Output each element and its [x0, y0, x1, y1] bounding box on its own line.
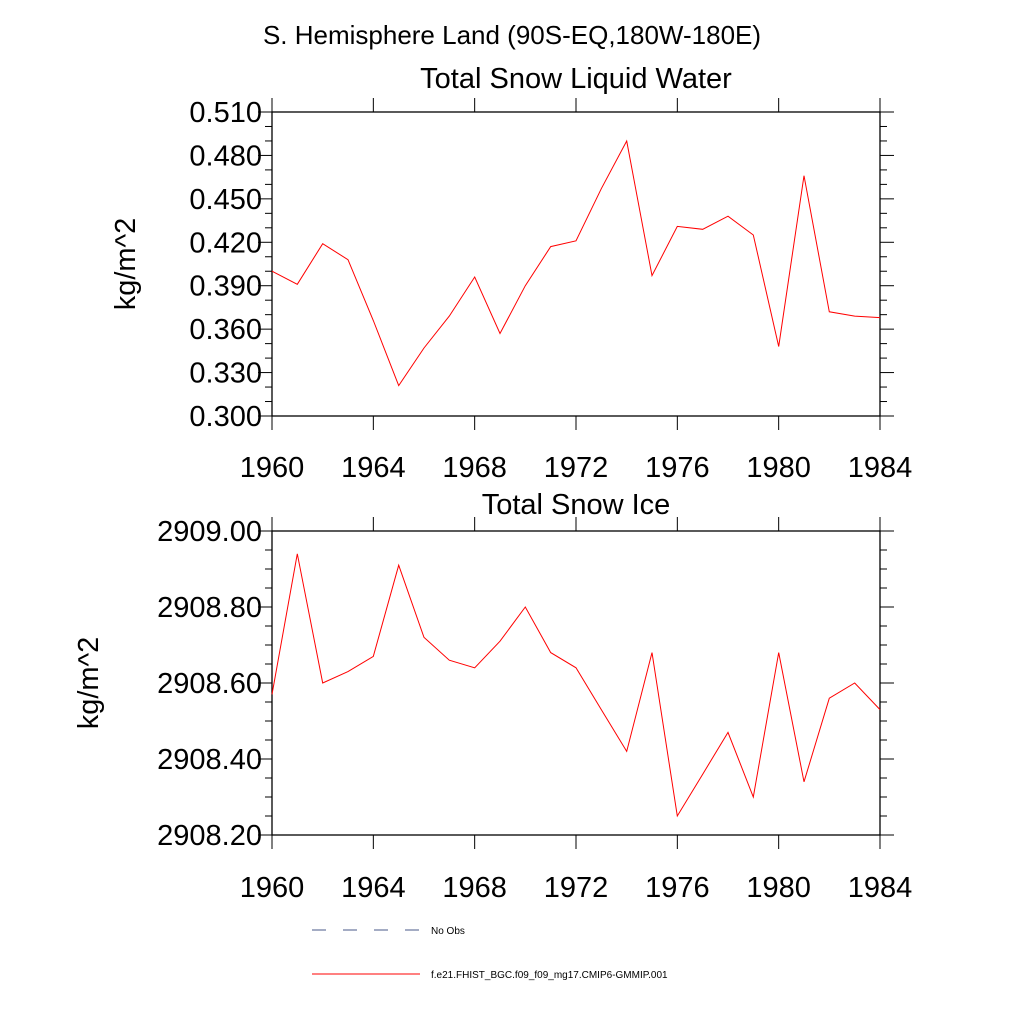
- chart-title: Total Snow Ice: [482, 489, 671, 521]
- x-tick-label: 1968: [442, 452, 507, 484]
- legend-label: f.e21.FHIST_BGC.f09_f09_mg17.CMIP6-GMMIP…: [431, 970, 668, 981]
- x-tick-label: 1976: [645, 872, 710, 904]
- plot-frame: [271, 530, 881, 836]
- legend-item: f.e21.FHIST_BGC.f09_f09_mg17.CMIP6-GMMIP…: [312, 970, 668, 981]
- plot-frame: [271, 111, 881, 417]
- legend-label: No Obs: [431, 926, 465, 937]
- y-axis-label: kg/m^2: [73, 637, 105, 730]
- x-tick-label: 1960: [240, 872, 305, 904]
- y-tick-label: 0.390: [189, 271, 262, 303]
- chart-title: Total Snow Liquid Water: [420, 63, 732, 95]
- series-line: [271, 553, 881, 818]
- x-tick-label: 1972: [544, 872, 609, 904]
- y-tick-label: 2908.80: [157, 592, 262, 624]
- chart-panel-1: Total Snow Liquid Water 0.300 0.330 0.360 0.…: [110, 63, 912, 484]
- y-tick-label: 2908.60: [157, 668, 262, 700]
- x-tick-label: 1968: [442, 872, 507, 904]
- legend-item: No Obs: [312, 926, 465, 937]
- y-tick-label: 2908.40: [157, 744, 262, 776]
- x-tick-label: 1964: [341, 872, 406, 904]
- x-tick-label: 1980: [746, 452, 811, 484]
- x-tick-label: 1964: [341, 452, 406, 484]
- x-tick-label: 1984: [848, 872, 913, 904]
- chart-panels: Total Snow Liquid Water 0.300 0.330 0.360 0.…: [73, 63, 912, 904]
- y-tick-label: 0.510: [189, 97, 262, 129]
- figure-title: S. Hemisphere Land (90S-EQ,180W-180E): [263, 20, 761, 50]
- x-tick-label: 1960: [240, 452, 305, 484]
- y-axis-label: kg/m^2: [110, 218, 142, 311]
- x-tick-label: 1976: [645, 452, 710, 484]
- y-tick-label: 2909.00: [157, 516, 262, 548]
- y-tick-label: 0.300: [189, 401, 262, 433]
- chart-panel-2: Total Snow Ice 2908.20 2908.40 2908.60 2908.…: [73, 489, 912, 904]
- x-tick-label: 1980: [746, 872, 811, 904]
- y-tick-label: 0.420: [189, 227, 262, 259]
- y-tick-label: 0.450: [189, 184, 262, 216]
- y-tick-label: 0.360: [189, 314, 262, 346]
- legend: No Obs f.e21.FHIST_BGC.f09_f09_mg17.CMIP6…: [312, 926, 668, 981]
- x-tick-label: 1984: [848, 452, 913, 484]
- y-tick-label: 0.330: [189, 358, 262, 390]
- y-tick-label: 2908.20: [157, 820, 262, 852]
- y-tick-label: 0.480: [189, 140, 262, 172]
- x-tick-label: 1972: [544, 452, 609, 484]
- series-line: [271, 139, 881, 387]
